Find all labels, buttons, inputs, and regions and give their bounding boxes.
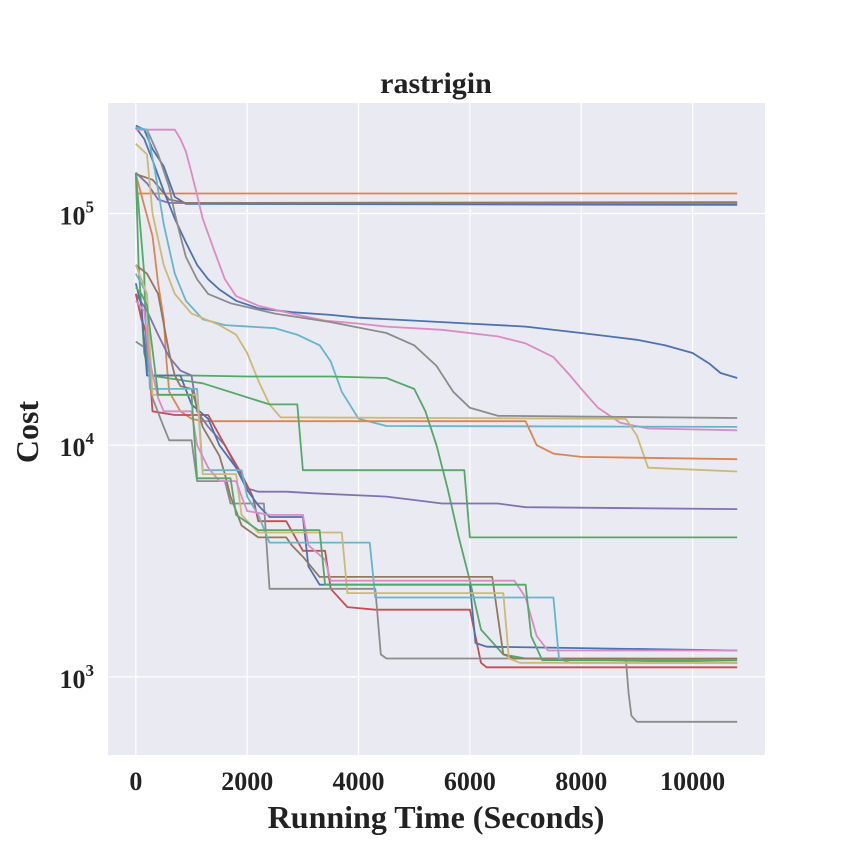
x-tick-label: 6000: [444, 767, 496, 796]
x-tick-label: 0: [129, 767, 142, 796]
series-lines: [134, 124, 738, 723]
x-tick-label: 10000: [660, 767, 725, 796]
x-tick-label: 2000: [221, 767, 273, 796]
series-line-21: [135, 286, 738, 662]
series-line-15: [135, 340, 738, 723]
series-line-14: [134, 293, 738, 669]
x-tick-label: 8000: [555, 767, 607, 796]
x-tick-label: 4000: [333, 767, 385, 796]
series-line-18: [135, 273, 738, 664]
series-line-9: [135, 143, 738, 473]
y-axis-label: Cost: [9, 401, 45, 464]
series-line-5: [135, 127, 738, 379]
y-tick-label: 104: [60, 429, 95, 462]
series-line-7: [135, 126, 738, 419]
series-line-4: [135, 173, 738, 204]
series-line-17: [135, 264, 738, 660]
x-axis-ticks: 0 2000 4000 6000 8000 10000: [129, 767, 725, 796]
y-axis-ticks: 103 104 105: [60, 198, 95, 694]
y-tick-label: 105: [60, 198, 95, 231]
y-tick-label: 103: [60, 661, 95, 694]
x-axis-label: Running Time (Seconds): [268, 799, 605, 835]
series-line-20: [135, 300, 738, 652]
chart-title: rastrigin: [380, 67, 492, 100]
series-line-8: [135, 126, 738, 428]
